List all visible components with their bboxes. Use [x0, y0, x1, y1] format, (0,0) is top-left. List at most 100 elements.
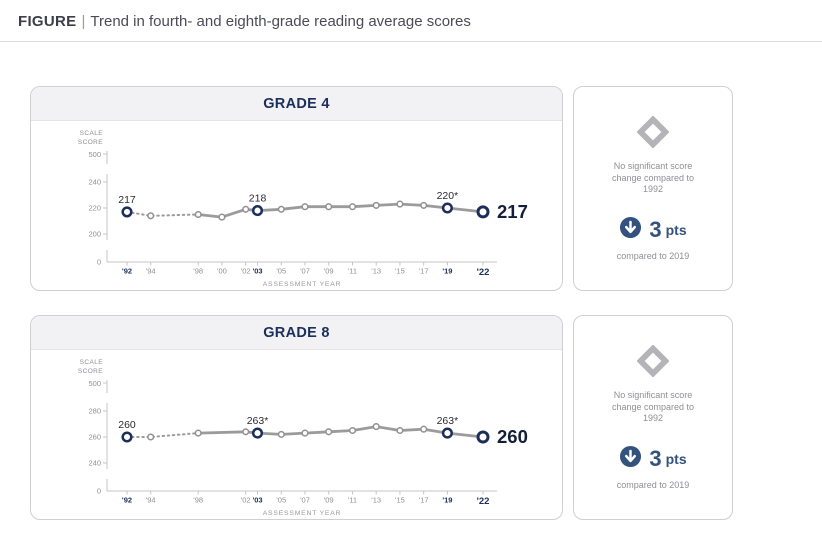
x-axis: [107, 261, 497, 266]
no-significant-change-icon: [636, 344, 670, 382]
data-point-1992: [121, 206, 133, 218]
x-axis-title: ASSESSMENT YEAR: [263, 510, 342, 517]
data-point-2022: [476, 205, 490, 219]
data-point-2005: [277, 430, 285, 438]
x-tick-2015: '15: [395, 267, 405, 276]
data-point-1994: [147, 433, 155, 441]
x-tick-2017: '17: [419, 496, 429, 505]
data-point-2009: [325, 428, 333, 436]
y-tick-220: 220: [88, 204, 101, 213]
no-change-label: No significant score change compared to …: [611, 160, 695, 195]
point-label-2003: 263*: [247, 415, 269, 427]
x-tick-2009: '09: [324, 267, 334, 276]
change-value: 3: [649, 217, 662, 243]
y-tick-0: 0: [97, 487, 101, 496]
change-caption: compared to 2019: [616, 251, 690, 262]
data-point-2007: [301, 429, 309, 437]
trend-line-dashed: [126, 210, 200, 217]
score-change-row: 3 pts: [619, 216, 687, 244]
trend-line: [198, 202, 484, 219]
grade8-line-chart: SCALE SCORE 500 280 260 240 0 '92 '94 '98 '02'03 '0…: [31, 351, 562, 519]
figure-rows: GRADE 4 SCALE SCORE 500 240 220 200 0 '92 '94 '98…: [0, 42, 822, 520]
x-tick-2013: '13: [371, 267, 381, 276]
y-axis: [103, 151, 108, 262]
data-point-2017: [420, 201, 428, 209]
change-caption: compared to 2019: [616, 480, 690, 491]
caption-separator: |: [81, 13, 86, 30]
x-axis: [107, 490, 497, 495]
y-tick-260: 260: [88, 433, 101, 442]
x-tick-2007: '07: [300, 496, 310, 505]
y-axis-title: SCALE: [80, 130, 104, 137]
data-point-2003: [251, 427, 264, 439]
y-tick-0: 0: [97, 258, 101, 267]
y-tick-500: 500: [88, 379, 101, 388]
no-significant-change-icon: [636, 115, 670, 153]
point-label-2019: 220*: [437, 190, 459, 202]
data-point-2019: [441, 427, 453, 439]
x-tick-2022: '22: [477, 267, 490, 278]
grade4-line-chart: SCALE SCORE 500 240 220 200 0'92'94'98'00'02'0…: [31, 122, 562, 290]
x-tick-2000: '00: [217, 267, 227, 276]
x-tick-2013: '13: [371, 496, 381, 505]
figure-caption: FIGURE | Trend in fourth- and eighth-grade…: [0, 0, 822, 42]
data-point-2015: [396, 426, 404, 435]
change-unit: pts: [665, 222, 687, 239]
data-point-2015: [396, 200, 404, 208]
score-change-row: 3 pts: [619, 445, 687, 473]
data-point-2009: [325, 203, 333, 211]
x-tick-1994: '94: [146, 496, 156, 505]
data-point-2022: [476, 430, 490, 444]
point-label-2019: 263*: [437, 415, 459, 427]
data-point-2000: [218, 213, 226, 221]
grade4-chart-card: GRADE 4 SCALE SCORE 500 240 220 200 0 '92 '94 '98…: [30, 86, 563, 291]
point-label-2003: 218: [249, 193, 267, 205]
chart-svg: SCALE SCORE 500 280 260 240 0 '92 '94 '98 '02'03 '0…: [78, 359, 528, 517]
data-point-1998: [194, 210, 202, 219]
down-arrow-icon: [619, 445, 642, 473]
x-tick-1994: '94: [146, 267, 156, 276]
x-tick-2005: '05: [276, 496, 286, 505]
x-tick-2002: '02: [241, 267, 251, 276]
no-change-label: No significant score change compared to …: [611, 389, 695, 424]
data-point-2002: [242, 428, 250, 436]
grade8-summary-card: No significant score change compared to …: [573, 315, 733, 520]
grade4-row: GRADE 4 SCALE SCORE 500 240 220 200 0 '92 '94 '98…: [30, 86, 822, 291]
x-tick-2009: '09: [324, 496, 334, 505]
data-point-2005: [277, 205, 285, 213]
trend-line-dashed: [126, 432, 200, 438]
x-tick-2002: '02: [241, 496, 251, 505]
grade4-chart-title: GRADE 4: [31, 87, 562, 121]
y-axis-title: SCORE: [78, 368, 103, 375]
data-point-2003: [251, 205, 264, 217]
y-tick-200: 200: [88, 230, 101, 239]
x-tick-2019: '19: [442, 496, 452, 505]
data-point-2007: [301, 203, 309, 211]
end-value-label: 217: [497, 201, 528, 222]
figure-title-text: Trend in fourth- and eighth-grade readin…: [90, 13, 471, 30]
data-point-1994: [147, 212, 155, 220]
point-label-1992: 260: [118, 419, 136, 431]
data-point-2011: [348, 203, 357, 211]
y-axis-title: SCALE: [80, 359, 104, 366]
x-axis-title: ASSESSMENT YEAR: [263, 281, 342, 288]
x-tick-2015: '15: [395, 496, 405, 505]
x-tick-1998: '98: [193, 267, 203, 276]
x-tick-1992: '92: [122, 496, 132, 505]
change-unit: pts: [665, 451, 687, 468]
x-tick-2011: '11: [348, 496, 357, 505]
grade4-summary-card: No significant score change compared to …: [573, 86, 733, 291]
data-point-2017: [420, 425, 428, 433]
y-tick-240: 240: [88, 459, 101, 468]
x-tick-1992: '92: [122, 267, 132, 276]
x-tick-2007: '07: [300, 267, 310, 276]
x-tick-1998: '98: [193, 496, 203, 505]
x-tick-2017: '17: [419, 267, 429, 276]
figure-label: FIGURE: [18, 13, 77, 30]
y-axis: [103, 380, 108, 491]
data-point-2013: [372, 423, 380, 431]
data-point-2011: [348, 426, 357, 435]
point-label-1992: 217: [118, 194, 136, 206]
x-tick-2003: '03: [252, 496, 262, 505]
x-tick-2005: '05: [276, 267, 286, 276]
